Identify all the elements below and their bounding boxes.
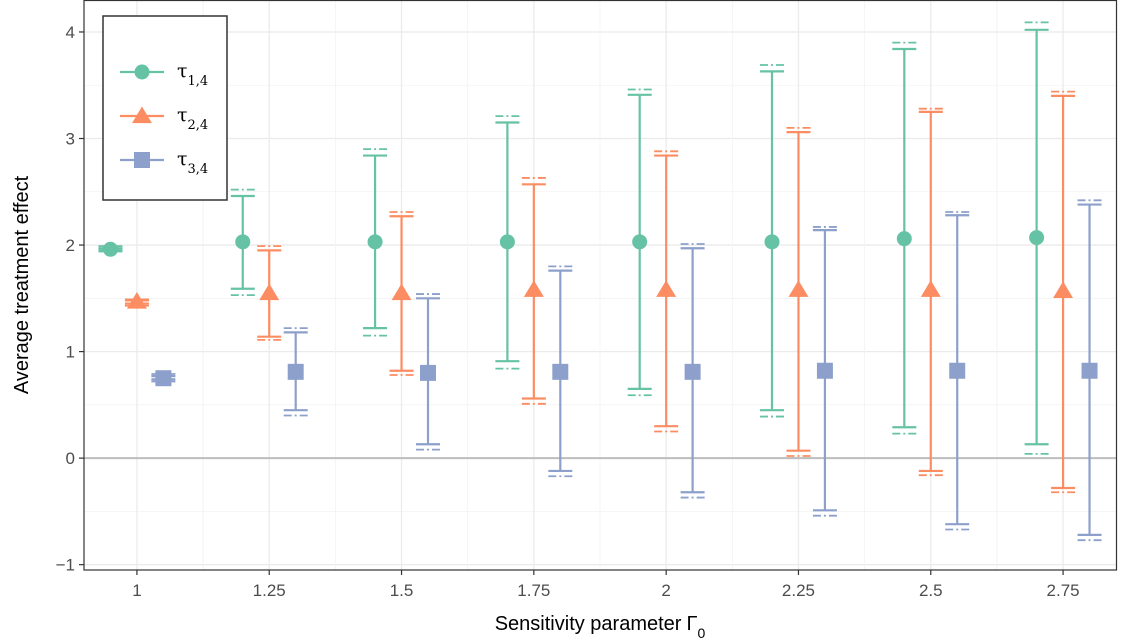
panel-background <box>84 0 1117 570</box>
legend-label-subscript: 1,4 <box>188 74 209 89</box>
point-marker-triangle <box>391 283 412 301</box>
point-marker-square <box>287 363 304 380</box>
point-marker-circle <box>367 234 383 250</box>
x-tick-label: 2.25 <box>782 581 815 600</box>
y-tick-label: 0 <box>66 449 75 468</box>
legend-label: τ3,4 <box>177 148 208 177</box>
legend-box <box>102 15 228 201</box>
x-tick-label: 2 <box>661 581 670 600</box>
point-marker-square <box>684 363 701 380</box>
point-marker-triangle <box>788 280 809 297</box>
legend-label: τ1,4 <box>177 60 208 89</box>
series-layer <box>98 21 1102 542</box>
point-marker-square <box>816 362 833 379</box>
x-tick-label: 2.5 <box>919 581 943 600</box>
legend-label-symbol: τ <box>177 148 188 170</box>
x-axis-title-text: Sensitivity parameter <box>495 613 682 635</box>
point-marker-circle <box>235 234 251 250</box>
legend-label-subscript: 2,4 <box>188 118 209 133</box>
point-marker-circle <box>102 241 118 257</box>
point-marker-square <box>155 370 172 387</box>
grid <box>84 0 1116 570</box>
x-tick-label: 1 <box>132 581 141 600</box>
legend-label-symbol: τ <box>177 60 188 82</box>
point-marker-triangle <box>126 292 147 309</box>
point-marker-circle <box>134 64 150 80</box>
series-3 <box>151 199 1102 542</box>
x-axis: 1 1.25 1.5 1.75 2 2.25 2.5 2.75 <box>132 570 1080 600</box>
point-marker-triangle <box>259 283 280 301</box>
point-marker-square <box>1081 362 1098 379</box>
point-marker-triangle <box>523 280 544 297</box>
point-marker-circle <box>499 234 515 250</box>
y-tick-label: 3 <box>66 130 75 149</box>
x-tick-label: 1.5 <box>390 581 414 600</box>
point-marker-circle <box>764 234 780 250</box>
y-tick-label: 4 <box>66 23 75 42</box>
point-marker-circle <box>896 231 912 247</box>
point-marker-circle <box>632 234 648 250</box>
point-marker-triangle <box>132 106 152 124</box>
legend-label-subscript: 3,4 <box>188 162 209 177</box>
panel-border <box>83 0 1118 571</box>
point-marker-circle <box>1029 230 1045 246</box>
y-axis-title: Average treatment effect <box>11 175 33 394</box>
point-marker-square <box>552 363 569 380</box>
legend: τ1,4τ2,4τ3,4 <box>102 15 228 201</box>
y-tick-label: −1 <box>56 556 75 575</box>
series-1 <box>98 21 1049 455</box>
plot-area <box>83 0 1118 571</box>
x-tick-label: 1.75 <box>517 581 550 600</box>
point-marker-square <box>134 152 150 168</box>
point-marker-square <box>420 364 436 381</box>
point-marker-triangle <box>1053 281 1074 298</box>
point-marker-triangle <box>920 280 941 297</box>
series-2 <box>124 90 1076 494</box>
point-marker-square <box>949 362 966 379</box>
y-tick-label: 2 <box>66 236 75 255</box>
y-axis: −1 0 1 2 3 4 <box>56 23 84 575</box>
y-tick-label: 1 <box>66 343 75 362</box>
point-marker-triangle <box>656 280 677 297</box>
legend-label: τ2,4 <box>177 104 208 133</box>
x-axis-title-subscript: 0 <box>697 625 705 641</box>
x-axis-title: Sensitivity parameter Γ0 <box>495 613 706 641</box>
x-tick-label: 1.25 <box>253 581 286 600</box>
x-axis-title-symbol: Γ <box>686 613 697 635</box>
x-tick-label: 2.75 <box>1047 581 1080 600</box>
legend-label-symbol: τ <box>177 104 188 126</box>
